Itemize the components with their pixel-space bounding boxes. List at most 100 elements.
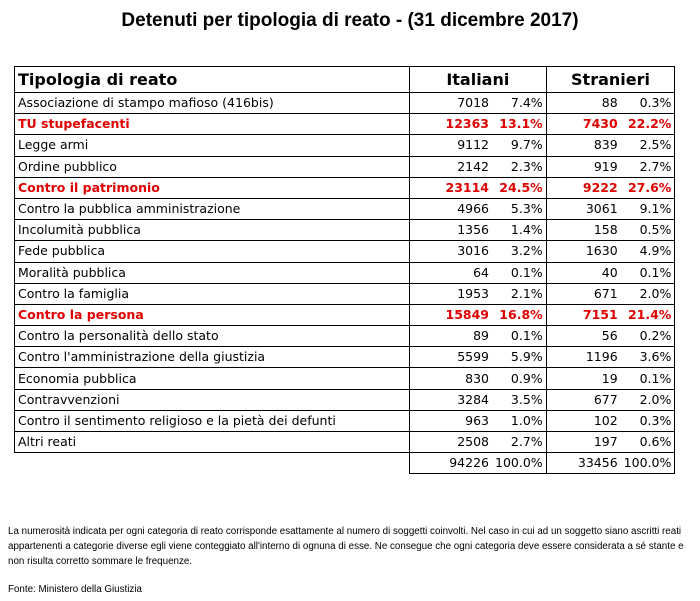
table-row: Legge armi 9112 9.7% 839 2.5%: [14, 134, 676, 157]
row-stranieri-percent: 2.7%: [620, 155, 676, 178]
row-italiani-count: 7018: [409, 91, 492, 115]
header-stranieri: Stranieri: [545, 66, 676, 93]
row-stranieri-percent: 0.5%: [620, 219, 676, 242]
row-italiani-count: 12363: [409, 113, 492, 136]
row-italiani-percent: 0.1%: [492, 325, 547, 348]
row-stranieri-percent: 21.4%: [620, 303, 676, 327]
page-title: Detenuti per tipologia di reato - (31 di…: [121, 10, 579, 31]
row-name: Contravvenzioni: [14, 388, 410, 411]
row-italiani-count: 1953: [409, 282, 492, 305]
row-stranieri-count: 102: [545, 409, 621, 433]
row-italiani-percent: 2.1%: [492, 282, 547, 305]
row-name: Economia pubblica: [14, 367, 410, 390]
row-stranieri-count: 919: [545, 155, 621, 178]
row-name: Ordine pubblico: [14, 155, 410, 178]
row-name: Contro l'amministrazione della giustizia: [14, 346, 410, 369]
row-stranieri-count: 677: [545, 388, 621, 411]
row-italiani-percent: 5.3%: [492, 197, 547, 221]
table-row: Contro il sentimento religioso e la piet…: [14, 409, 676, 433]
row-stranieri-count: 9222: [545, 176, 621, 199]
row-italiani-percent: 1.4%: [492, 219, 547, 242]
row-italiani-percent: 3.2%: [492, 240, 547, 263]
row-stranieri-percent: 0.1%: [620, 367, 676, 390]
row-italiani-percent: 0.1%: [492, 261, 547, 284]
crime-table: Tipologia di reato Italiani Stranieri As…: [14, 66, 676, 475]
row-stranieri-percent: 0.3%: [620, 91, 676, 115]
row-name: Associazione di stampo mafioso (416bis): [14, 91, 410, 115]
row-name: TU stupefacenti: [14, 113, 410, 136]
row-italiani-count: 3016: [409, 240, 492, 263]
row-italiani-percent: 16.8%: [492, 303, 547, 327]
row-stranieri-count: 839: [545, 134, 621, 157]
row-italiani-count: 9112: [409, 134, 492, 157]
row-italiani-count: 4966: [409, 197, 492, 221]
row-stranieri-count: 671: [545, 282, 621, 305]
row-italiani-percent: 0.9%: [492, 367, 547, 390]
row-stranieri-percent: 0.1%: [620, 261, 676, 284]
row-stranieri-count: 158: [545, 219, 621, 242]
row-stranieri-count: 7430: [545, 113, 621, 136]
row-italiani-percent: 24.5%: [492, 176, 547, 199]
row-italiani-percent: 2.7%: [492, 430, 547, 454]
table-body: Associazione di stampo mafioso (416bis) 7…: [14, 91, 676, 475]
row-italiani-count: 1356: [409, 219, 492, 242]
table-row: Contro la persona 15849 16.8% 7151 21.4%: [14, 303, 676, 327]
header-label: Tipologia di reato: [14, 66, 410, 93]
table-row: TU stupefacenti 12363 13.1% 7430 22.2%: [14, 113, 676, 136]
row-stranieri-count: 197: [545, 430, 621, 454]
table-row: Incolumità pubblica 1356 1.4% 158 0.5%: [14, 219, 676, 242]
total-row: 94226 100.0% 33456 100.0%: [15, 452, 676, 475]
row-italiani-percent: 1.0%: [492, 409, 547, 433]
row-italiani-count: 15849: [409, 303, 492, 327]
table-row: Altri reati 2508 2.7% 197 0.6%: [14, 430, 676, 454]
row-stranieri-count: 7151: [545, 303, 621, 327]
row-name: Moralità pubblica: [14, 261, 410, 284]
table-row: Contro la pubblica amministrazione 4966 5.…: [14, 197, 676, 221]
row-stranieri-percent: 9.1%: [620, 197, 676, 221]
row-italiani-percent: 13.1%: [492, 113, 547, 136]
row-italiani-percent: 2.3%: [492, 155, 547, 178]
row-name: Fede pubblica: [14, 240, 410, 263]
row-italiani-count: 3284: [409, 388, 492, 411]
row-stranieri-count: 1630: [545, 240, 621, 263]
table-row: Contro il patrimonio 23114 24.5% 9222 27.6%: [14, 176, 676, 199]
table-row: Associazione di stampo mafioso (416bis) 7…: [14, 91, 676, 115]
row-italiani-count: 64: [409, 261, 492, 284]
row-stranieri-percent: 2.0%: [620, 282, 676, 305]
row-stranieri-percent: 2.5%: [620, 134, 676, 157]
header-italiani: Italiani: [409, 66, 547, 93]
table-row: Contro la personalità dello stato 89 0.1% 5…: [14, 325, 676, 348]
row-name: Contro la pubblica amministrazione: [14, 197, 410, 221]
row-stranieri-count: 3061: [545, 197, 621, 221]
row-stranieri-count: 88: [545, 91, 621, 115]
row-name: Contro il patrimonio: [14, 176, 410, 199]
row-stranieri-percent: 0.3%: [620, 409, 676, 433]
row-italiani-percent: 7.4%: [492, 91, 547, 115]
table-row: Economia pubblica 830 0.9% 19 0.1%: [14, 367, 676, 390]
row-name: Contro la persona: [14, 303, 410, 327]
total-stranieri-percent: 100.0%: [620, 452, 676, 475]
row-italiani-count: 963: [409, 409, 492, 433]
footnote: La numerosità indicata per ogni categori…: [8, 526, 684, 567]
row-italiani-count: 2508: [409, 430, 492, 454]
table-row: Moralità pubblica 64 0.1% 40 0.1%: [14, 261, 676, 284]
row-italiani-percent: 3.5%: [492, 388, 547, 411]
table-row: Ordine pubblico 2142 2.3% 919 2.7%: [14, 155, 676, 178]
row-italiani-count: 23114: [409, 176, 492, 199]
table-row: Fede pubblica 3016 3.2% 1630 4.9%: [14, 240, 676, 263]
row-stranieri-count: 1196: [545, 346, 621, 369]
row-stranieri-count: 40: [545, 261, 621, 284]
row-italiani-count: 830: [409, 367, 492, 390]
row-stranieri-percent: 0.2%: [620, 325, 676, 348]
row-name: Incolumità pubblica: [14, 219, 410, 242]
row-stranieri-percent: 3.6%: [620, 346, 676, 369]
table-row: Contro la famiglia 1953 2.1% 671 2.0%: [14, 282, 676, 305]
total-blank-cell: [15, 453, 410, 474]
row-stranieri-percent: 27.6%: [620, 176, 676, 199]
row-stranieri-percent: 22.2%: [620, 113, 676, 136]
row-italiani-count: 89: [409, 325, 492, 348]
total-stranieri-count: 33456: [545, 452, 621, 475]
total-italiani-percent: 100.0%: [492, 452, 547, 475]
row-name: Contro la famiglia: [14, 282, 410, 305]
row-italiani-percent: 5.9%: [492, 346, 547, 369]
